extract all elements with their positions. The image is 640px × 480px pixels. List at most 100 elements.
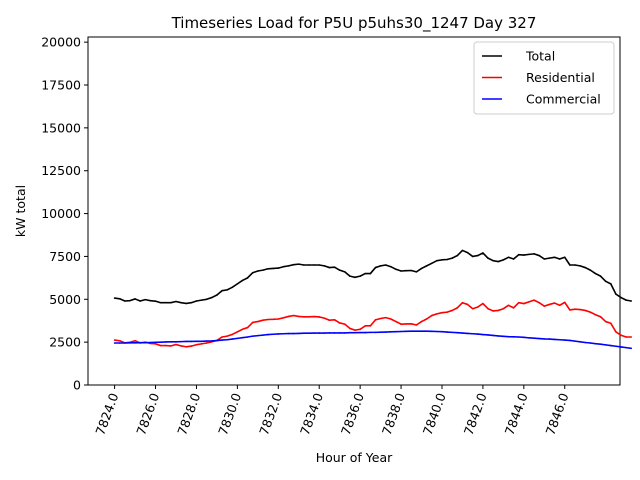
data-point-residential bbox=[589, 311, 592, 313]
data-point-commercial bbox=[251, 335, 254, 337]
data-point-total bbox=[139, 300, 141, 302]
data-point-residential bbox=[333, 319, 336, 321]
data-point-commercial bbox=[303, 332, 305, 335]
data-point-total bbox=[216, 294, 218, 296]
data-point-residential bbox=[195, 343, 198, 346]
legend-label-total: Total bbox=[525, 49, 555, 64]
data-point-total bbox=[251, 271, 254, 274]
data-point-residential bbox=[466, 303, 469, 306]
data-point-commercial bbox=[599, 343, 602, 346]
data-point-residential bbox=[170, 345, 172, 347]
data-point-total bbox=[338, 269, 341, 271]
data-point-total bbox=[180, 301, 182, 304]
data-point-commercial bbox=[154, 341, 157, 344]
data-point-total bbox=[620, 296, 622, 299]
data-point-residential bbox=[563, 301, 566, 304]
data-point-residential bbox=[292, 314, 295, 317]
chart-title: Timeseries Load for P5U p5uhs30_1247 Day… bbox=[171, 14, 537, 33]
data-point-residential bbox=[502, 307, 505, 310]
data-point-commercial bbox=[482, 333, 484, 336]
data-point-commercial bbox=[343, 332, 346, 334]
data-point-commercial bbox=[195, 340, 198, 343]
data-point-residential bbox=[185, 345, 188, 348]
data-point-total bbox=[154, 300, 157, 302]
data-point-total bbox=[328, 266, 331, 269]
data-point-total bbox=[303, 264, 305, 266]
data-point-residential bbox=[338, 322, 341, 324]
data-point-residential bbox=[528, 301, 530, 303]
data-point-total bbox=[343, 271, 346, 273]
data-point-total bbox=[113, 297, 116, 299]
data-point-residential bbox=[548, 303, 551, 306]
data-point-residential bbox=[118, 339, 121, 342]
data-point-residential bbox=[599, 315, 602, 318]
data-point-total bbox=[574, 264, 576, 266]
data-point-commercial bbox=[159, 341, 162, 343]
data-point-commercial bbox=[461, 332, 464, 334]
data-point-residential bbox=[569, 309, 571, 311]
data-point-total bbox=[236, 283, 239, 285]
data-point-total bbox=[476, 254, 479, 257]
y-axis-label: kW total bbox=[13, 185, 28, 237]
data-point-commercial bbox=[354, 331, 356, 334]
data-point-commercial bbox=[548, 338, 551, 340]
data-point-total bbox=[420, 267, 423, 270]
data-point-residential bbox=[390, 318, 392, 320]
data-point-commercial bbox=[297, 332, 300, 335]
legend-frame bbox=[473, 41, 615, 115]
data-point-total bbox=[497, 260, 500, 263]
data-point-commercial bbox=[129, 342, 131, 344]
data-point-total bbox=[390, 265, 392, 268]
data-point-commercial bbox=[420, 330, 423, 332]
data-point-commercial bbox=[487, 334, 489, 336]
data-point-residential bbox=[134, 339, 136, 342]
data-point-residential bbox=[482, 302, 484, 305]
data-point-total bbox=[282, 265, 285, 268]
data-point-commercial bbox=[277, 333, 280, 335]
data-point-residential bbox=[594, 313, 597, 316]
data-point-commercial bbox=[589, 342, 592, 344]
data-point-commercial bbox=[144, 341, 147, 344]
data-point-commercial bbox=[451, 331, 454, 334]
data-point-residential bbox=[313, 315, 315, 318]
data-point-total bbox=[425, 265, 428, 267]
data-point-total bbox=[604, 280, 607, 283]
data-point-residential bbox=[538, 301, 540, 304]
data-point-total bbox=[262, 269, 264, 271]
data-point-total bbox=[630, 300, 633, 302]
data-point-residential bbox=[497, 309, 500, 312]
data-point-total bbox=[528, 253, 530, 256]
data-point-total bbox=[410, 269, 413, 272]
data-point-commercial bbox=[267, 333, 269, 336]
data-point-residential bbox=[461, 301, 464, 304]
data-point-commercial bbox=[241, 336, 244, 339]
data-point-residential bbox=[415, 324, 418, 326]
data-point-commercial bbox=[338, 332, 341, 334]
data-point-total bbox=[430, 262, 433, 265]
data-point-commercial bbox=[405, 330, 407, 333]
data-point-commercial bbox=[507, 335, 510, 338]
data-point-total bbox=[195, 300, 198, 302]
data-point-total bbox=[200, 299, 203, 301]
data-point-commercial bbox=[190, 340, 193, 343]
data-point-commercial bbox=[313, 332, 315, 334]
data-point-commercial bbox=[139, 341, 141, 344]
y-tick-label: 7500 bbox=[49, 249, 81, 264]
data-point-total bbox=[589, 269, 592, 271]
data-point-residential bbox=[205, 342, 208, 344]
y-axis: 0 2500 5000 7500 10000 12500 15000 17500 20000 bbox=[41, 35, 88, 393]
y-tick-label: 17500 bbox=[41, 78, 81, 93]
x-axis-label: Hour of Year bbox=[316, 450, 393, 465]
data-point-residential bbox=[226, 335, 228, 337]
data-point-residential bbox=[441, 311, 443, 314]
data-point-total bbox=[359, 275, 361, 277]
data-point-commercial bbox=[512, 336, 515, 338]
data-point-residential bbox=[543, 305, 546, 307]
data-point-total bbox=[287, 265, 290, 267]
data-point-residential bbox=[523, 302, 525, 305]
data-point-commercial bbox=[328, 332, 331, 334]
data-point-residential bbox=[349, 327, 351, 330]
data-point-commercial bbox=[257, 334, 259, 337]
data-point-commercial bbox=[594, 342, 597, 345]
data-point-total bbox=[436, 259, 438, 262]
